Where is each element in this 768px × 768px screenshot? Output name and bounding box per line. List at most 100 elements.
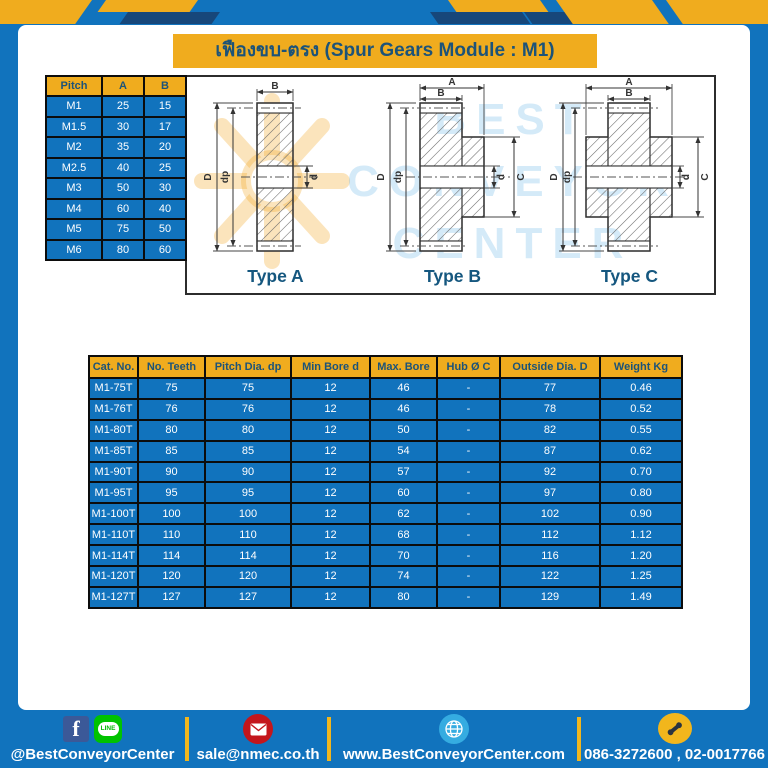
table-cell: 76	[204, 397, 292, 421]
facebook-icon[interactable]: f	[63, 715, 89, 742]
dim-label-a: A	[625, 77, 632, 88]
min-bore-header: Min Bore d	[290, 355, 371, 379]
dim-label-d-outer: D	[376, 173, 387, 180]
table-cell: M2.5	[45, 156, 103, 179]
table-cell: 85	[137, 439, 206, 463]
pitch-table-row: M2.5 40 25	[45, 156, 187, 179]
footer-email-section[interactable]: sale@nmec.co.th	[189, 710, 327, 768]
line-bubble: LINE	[97, 721, 119, 736]
table-cell: 95	[204, 481, 292, 505]
cat-no-header: Cat. No.	[88, 355, 139, 379]
spec-table-row: M1-100T 100 100 12 62 - 102 0.90	[88, 502, 683, 526]
table-cell: 0.52	[599, 397, 683, 421]
table-cell: 46	[369, 377, 438, 400]
dim-label-dp: dp	[220, 171, 231, 183]
phone-numbers[interactable]: 086-3272600 , 02-0017766	[584, 746, 765, 763]
spec-table-row: M1-80T 80 80 12 50 - 82 0.55	[88, 418, 683, 442]
mail-icon[interactable]	[243, 714, 273, 744]
table-cell: 100	[204, 502, 292, 526]
pitch-table-row: M1.5 30 17	[45, 115, 187, 138]
dim-label-b: B	[437, 88, 444, 99]
table-cell: M1-90T	[88, 460, 139, 484]
footer-social-section[interactable]: f LINE @BestConveyorCenter	[0, 710, 185, 768]
pitch-table-header-row: Pitch A B	[45, 75, 187, 97]
table-cell: M1-95T	[88, 481, 139, 505]
spec-table-row: M1-114T 114 114 12 70 - 116 1.20	[88, 544, 683, 568]
max-bore-header: Max. Bore	[369, 355, 438, 379]
table-cell: 25	[143, 156, 187, 179]
phone-icon[interactable]	[657, 713, 692, 744]
table-cell: 17	[143, 115, 187, 138]
table-cell: 25	[101, 95, 145, 118]
social-icons: f LINE	[63, 713, 122, 744]
dim-label-hub: C	[700, 173, 711, 180]
gear-diagrams-panel: B D dp d Type A	[185, 75, 716, 295]
website-url[interactable]: www.BestConveyorCenter.com	[342, 746, 565, 763]
dim-label-bore: d	[309, 174, 320, 180]
table-cell: 129	[499, 585, 601, 609]
dim-label-bore: d	[496, 174, 507, 180]
table-cell: 90	[204, 460, 292, 484]
pitch-table-row: M4 60 40	[45, 197, 187, 220]
stripe	[97, 0, 198, 12]
dim-label-b: B	[271, 81, 278, 92]
type-b-column: A B D dp d	[364, 77, 541, 293]
footer-divider	[185, 717, 189, 761]
dim-label-b: B	[625, 88, 632, 99]
table-cell: 97	[499, 481, 601, 505]
table-cell: 75	[137, 377, 206, 400]
table-cell: -	[436, 585, 501, 609]
table-cell: 68	[369, 523, 438, 547]
table-cell: 0.80	[599, 481, 683, 505]
table-cell: 114	[204, 544, 292, 568]
table-cell: 0.62	[599, 439, 683, 463]
table-cell: 12	[290, 585, 371, 609]
line-icon[interactable]: LINE	[94, 714, 122, 743]
table-cell: 70	[369, 544, 438, 568]
pitch-table-row: M5 75 50	[45, 218, 187, 241]
dim-label-bore: d	[681, 174, 692, 180]
table-cell: 1.20	[599, 544, 683, 568]
table-cell: 120	[204, 565, 292, 588]
table-cell: 102	[499, 502, 601, 526]
type-a-diagram: B D dp d	[203, 81, 320, 252]
table-cell: -	[436, 565, 501, 588]
type-c-label: Type C	[600, 266, 659, 286]
table-cell: 77	[499, 377, 601, 400]
footer-divider	[327, 717, 331, 761]
table-cell: 85	[204, 439, 292, 463]
email-address[interactable]: sale@nmec.co.th	[196, 746, 320, 763]
pitch-table-row: M6 80 60	[45, 238, 187, 261]
table-cell: M4	[45, 197, 103, 220]
table-cell: 110	[204, 523, 292, 547]
stripe	[430, 12, 531, 24]
table-cell: 12	[290, 565, 371, 588]
table-cell: 12	[290, 397, 371, 421]
table-cell: 15	[143, 95, 187, 118]
table-cell: 75	[204, 377, 292, 400]
no-teeth-header: No. Teeth	[137, 355, 206, 379]
globe-icon[interactable]	[439, 714, 469, 744]
footer-contact-bar: f LINE @BestConveyorCenter sale@nmec.co.…	[0, 710, 768, 768]
table-cell: 114	[137, 544, 206, 568]
footer-phone-section[interactable]: 086-3272600 , 02-0017766	[581, 710, 768, 768]
table-cell: 1.25	[599, 565, 683, 588]
social-handle[interactable]: @BestConveyorCenter	[10, 746, 175, 763]
table-cell: 0.55	[599, 418, 683, 442]
footer-website-section[interactable]: www.BestConveyorCenter.com	[331, 710, 577, 768]
table-cell: 12	[290, 502, 371, 526]
table-cell: M3	[45, 177, 103, 200]
table-cell: 1.49	[599, 585, 683, 609]
spec-table-row: M1-90T 90 90 12 57 - 92 0.70	[88, 460, 683, 484]
pitch-col-header: Pitch	[45, 75, 103, 97]
table-cell: 12	[290, 377, 371, 400]
spec-table-header-row: Cat. No. No. Teeth Pitch Dia. dp Min Bor…	[88, 355, 683, 379]
table-cell: 54	[369, 439, 438, 463]
table-cell: 92	[499, 460, 601, 484]
pitch-table-row: M1 25 15	[45, 95, 187, 118]
table-cell: 75	[101, 218, 145, 241]
table-cell: M1-75T	[88, 377, 139, 400]
top-stripe-decoration	[0, 0, 768, 27]
table-cell: M1.5	[45, 115, 103, 138]
table-cell: 87	[499, 439, 601, 463]
